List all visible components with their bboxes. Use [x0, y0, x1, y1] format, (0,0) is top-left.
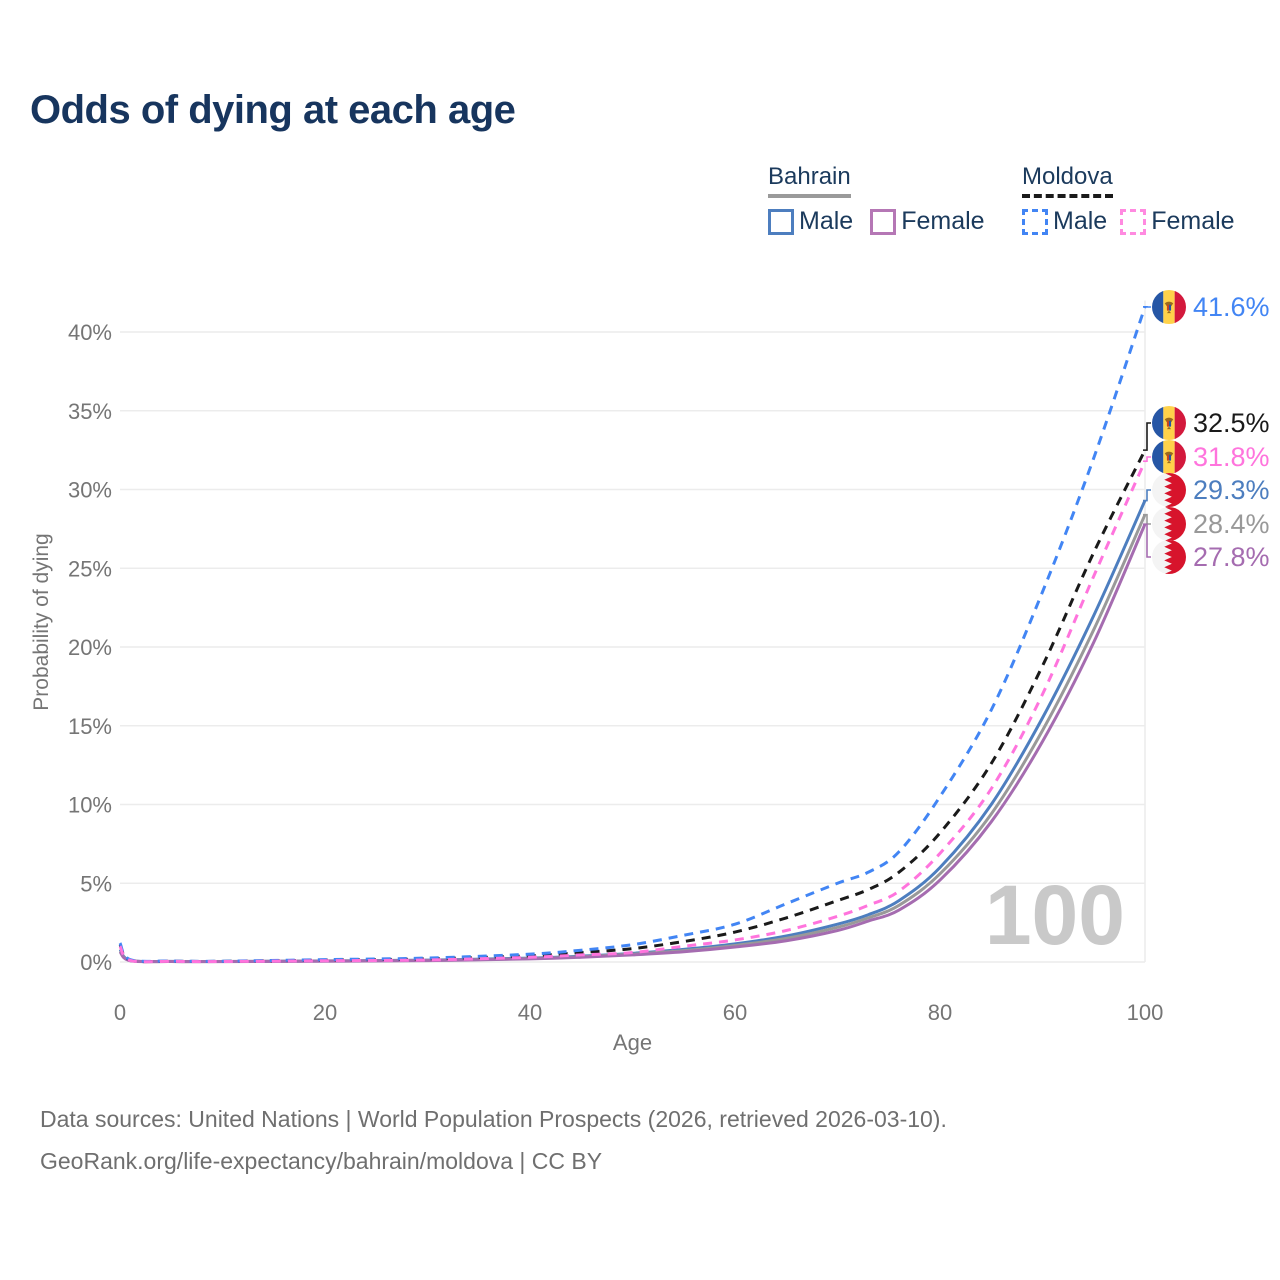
end-value-label: 32.5% [1193, 407, 1270, 438]
bahrain-flag-icon [1152, 507, 1186, 541]
x-tick-label: 80 [928, 1000, 952, 1025]
end-value-annotation: 27.8% [1152, 540, 1270, 574]
bahrain-flag-icon [1152, 473, 1186, 507]
end-value-label: 28.4% [1193, 508, 1270, 539]
end-value-annotation: 31.8% [1152, 440, 1270, 474]
y-tick-label: 10% [68, 793, 112, 818]
legend-item-bahrain-female[interactable]: Female [870, 207, 985, 236]
bahrain-flag-icon [1152, 540, 1186, 574]
legend-item-moldova-female[interactable]: Female [1120, 207, 1235, 236]
end-value-label: 41.6% [1193, 291, 1270, 322]
series-line-moldova-female[interactable] [118, 460, 1147, 964]
legend-country-bahrain: Bahrain [768, 163, 851, 198]
end-value-label: 29.3% [1193, 474, 1270, 505]
end-value-annotation: 29.3% [1152, 473, 1270, 507]
footer-sources-line: Data sources: United Nations | World Pop… [40, 1106, 947, 1132]
y-tick-label: 30% [68, 478, 112, 503]
x-tick-label: 0 [114, 1000, 126, 1025]
legend-item-label: Male [799, 207, 854, 235]
x-axis-title: Age [613, 1030, 652, 1055]
legend-item-label: Female [901, 207, 985, 235]
legend-item-moldova-male[interactable]: Male [1022, 207, 1107, 236]
legend-country-moldova: Moldova [1022, 163, 1113, 198]
y-tick-label: 20% [68, 635, 112, 660]
end-value-annotation: 41.6% [1152, 290, 1270, 324]
x-tick-label: 100 [1127, 1000, 1164, 1025]
footer: Data sources: United Nations | World Pop… [40, 1098, 947, 1182]
legend-item-bahrain-male[interactable]: Male [768, 207, 853, 236]
page-title: Odds of dying at each age [30, 88, 516, 132]
end-value-label: 31.8% [1193, 441, 1270, 472]
annotation-leader-line [1143, 422, 1151, 451]
x-tick-label: 20 [313, 1000, 337, 1025]
y-tick-label: 25% [68, 556, 112, 581]
end-value-annotation: 32.5% [1152, 406, 1270, 440]
moldova-flag-icon [1152, 290, 1186, 324]
y-tick-label: 40% [68, 320, 112, 345]
annotation-leader-line [1143, 523, 1151, 558]
annotation-leader-line [1143, 489, 1151, 502]
legend-item-label: Male [1053, 207, 1108, 235]
legend-swatch-moldova-male-icon [1022, 208, 1048, 235]
age-watermark: 100 [985, 868, 1125, 962]
annotation-leader-line [1143, 513, 1151, 525]
legend-group-bahrain: Bahrain Male Female [768, 163, 985, 236]
y-tick-label: 0% [80, 950, 112, 975]
x-tick-label: 40 [518, 1000, 542, 1025]
y-axis-title: Probability of dying [30, 533, 53, 710]
x-tick-label: 60 [723, 1000, 747, 1025]
moldova-flag-icon [1152, 440, 1186, 474]
moldova-flag-icon [1152, 406, 1186, 440]
y-tick-label: 5% [80, 871, 112, 896]
legend-swatch-bahrain-male-icon [768, 208, 794, 235]
legend-swatch-bahrain-female-icon [870, 208, 897, 235]
end-value-label: 27.8% [1193, 541, 1270, 572]
end-value-annotation: 28.4% [1152, 507, 1270, 541]
footer-attribution-line: GeoRank.org/life-expectancy/bahrain/mold… [40, 1148, 603, 1174]
y-tick-label: 15% [68, 714, 112, 739]
legend-item-label: Female [1151, 207, 1235, 235]
series-line-moldova-male[interactable] [118, 306, 1147, 963]
annotation-leader-line [1143, 456, 1151, 462]
legend-swatch-moldova-female-icon [1120, 208, 1147, 235]
y-tick-label: 35% [68, 399, 112, 424]
legend-group-moldova: Moldova Male Female [1022, 163, 1235, 236]
